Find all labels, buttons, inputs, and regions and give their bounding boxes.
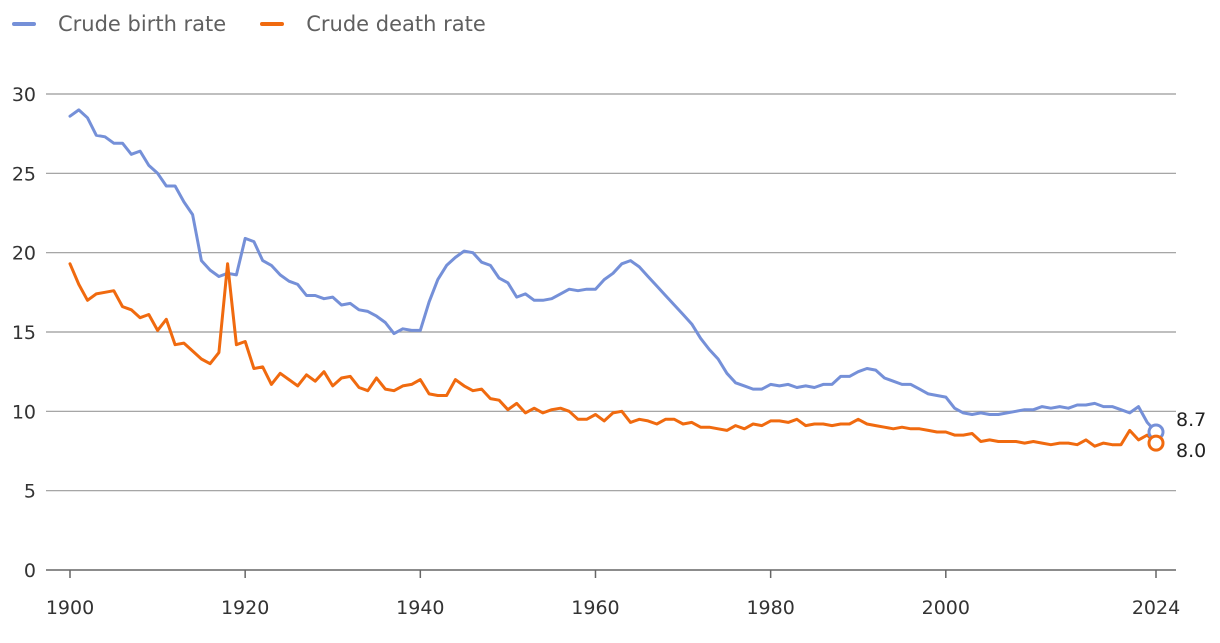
x-tick-label-2024: 2024 [1132,597,1180,619]
legend-swatch-death [260,22,285,26]
end-markers: 8.78.0 [1147,409,1206,462]
y-tick-label-10: 10 [12,401,36,423]
y-tick-label-30: 30 [12,84,36,106]
legend-label-birth: Crude birth rate [58,12,227,36]
series-group [68,108,1158,448]
x-tick-label-1960: 1960 [571,597,619,619]
x-tick-label-1940: 1940 [396,597,444,619]
legend-item-death[interactable]: Crude death rate [260,12,486,36]
end-label-death: 8.0 [1176,440,1206,462]
y-tick-label-5: 5 [24,481,36,503]
end-label-birth: 8.7 [1176,409,1206,431]
series-line-death[interactable] [68,262,1158,448]
x-tick-label-1920: 1920 [221,597,269,619]
y-tick-label-0: 0 [24,560,36,582]
gridlines [46,93,1176,492]
axes: 0 5 10 15 20 25 30 1900 1920 1940 1960 1980 2000 2024 [12,84,1180,619]
x-tick-label-1980: 1980 [746,597,794,619]
legend-label-death: Crude death rate [306,12,486,36]
x-tick-label-1900: 1900 [46,597,94,619]
legend-item-birth[interactable]: Crude birth rate [12,12,226,36]
end-marker-death[interactable] [1147,434,1165,452]
legend: Crude birth rate Crude death rate [12,12,520,36]
x-tick-label-2000: 2000 [922,597,970,619]
series-line-birth[interactable] [68,108,1158,434]
y-tick-label-25: 25 [12,163,36,185]
legend-swatch-birth [12,22,36,26]
y-tick-label-20: 20 [12,243,36,265]
y-tick-label-15: 15 [12,322,36,344]
